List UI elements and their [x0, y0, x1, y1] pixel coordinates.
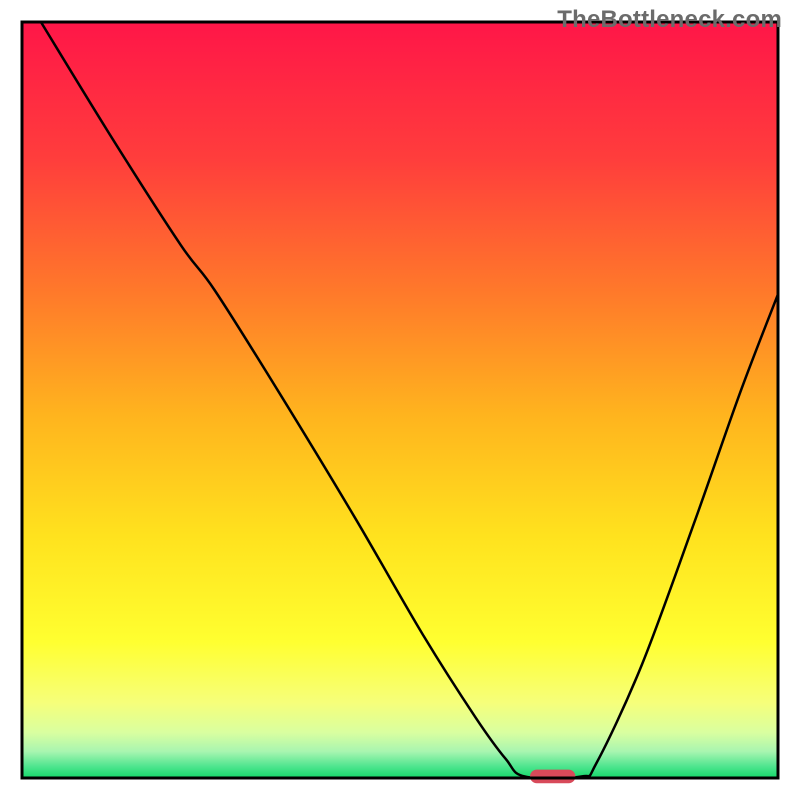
- optimal-range-marker: [530, 770, 575, 784]
- bottleneck-chart: TheBottleneck.com: [0, 0, 800, 800]
- chart-svg: [0, 0, 800, 800]
- gradient-background: [22, 22, 778, 778]
